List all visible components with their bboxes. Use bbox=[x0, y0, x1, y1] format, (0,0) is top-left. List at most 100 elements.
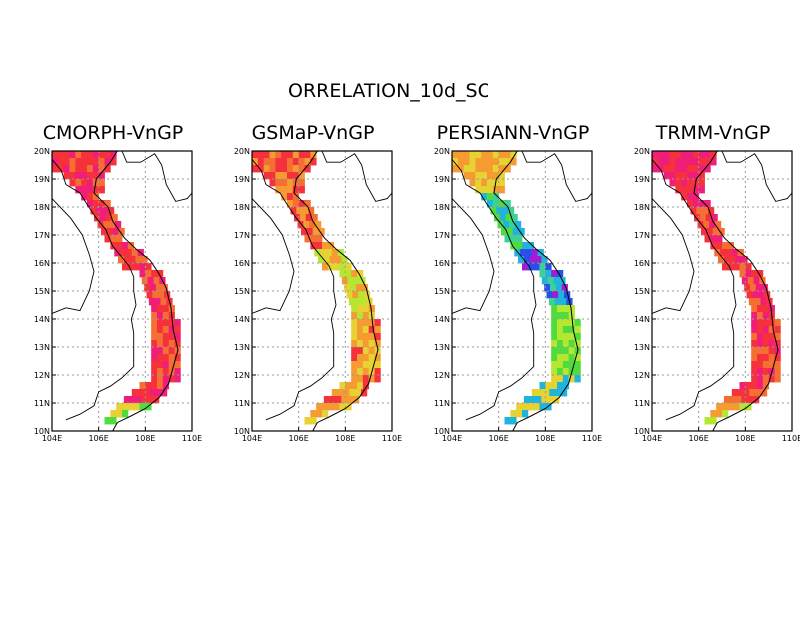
grid-cell bbox=[309, 221, 316, 229]
grid-cell bbox=[158, 291, 165, 299]
grid-cell bbox=[151, 368, 158, 376]
grid-cell bbox=[669, 158, 676, 166]
grid-cell bbox=[292, 158, 300, 166]
grid-cell bbox=[675, 165, 682, 173]
grid-cell bbox=[741, 277, 749, 285]
lat-tick-label: 17N bbox=[234, 231, 250, 240]
grid-cell bbox=[87, 165, 94, 173]
grid-cell bbox=[357, 354, 364, 362]
grid-cell bbox=[87, 158, 94, 166]
grid-cell bbox=[522, 242, 529, 250]
grid-cell bbox=[774, 340, 781, 348]
grid-cell bbox=[374, 326, 381, 334]
grid-cell bbox=[546, 291, 553, 299]
grid-cell bbox=[545, 382, 552, 390]
grid-cell bbox=[523, 396, 531, 404]
grid-cell bbox=[681, 179, 688, 187]
grid-cell bbox=[305, 214, 312, 222]
grid-cell bbox=[539, 263, 546, 271]
grid-cell bbox=[302, 207, 309, 215]
grid-cell bbox=[755, 284, 763, 292]
grid-cell bbox=[487, 158, 494, 166]
grid-cell bbox=[333, 403, 340, 411]
lat-tick-label: 15N bbox=[234, 287, 250, 296]
grid-cell bbox=[762, 368, 770, 376]
grid-cell bbox=[257, 158, 265, 166]
grid-cell bbox=[174, 368, 181, 376]
lat-tick-label: 13N bbox=[434, 343, 450, 352]
grid-cell bbox=[735, 396, 742, 404]
lat-tick-label: 13N bbox=[634, 343, 650, 352]
grid-cell bbox=[733, 263, 740, 271]
lat-tick-label: 20N bbox=[634, 147, 650, 156]
grid-cell bbox=[692, 165, 700, 173]
grid-cell bbox=[681, 165, 688, 173]
grid-cell bbox=[127, 242, 135, 250]
grid-cell bbox=[657, 165, 665, 173]
grid-cell bbox=[133, 403, 140, 411]
grid-cell bbox=[90, 207, 97, 215]
lat-tick-label: 14N bbox=[434, 315, 450, 324]
grid-cell bbox=[541, 277, 549, 285]
grid-cell bbox=[162, 382, 170, 390]
grid-cell bbox=[349, 389, 356, 397]
grid-cell bbox=[475, 151, 482, 159]
grid-cell bbox=[139, 270, 146, 278]
grid-cell bbox=[63, 158, 70, 166]
grid-cell bbox=[322, 403, 329, 411]
grid-cell bbox=[692, 200, 700, 208]
grid-cell bbox=[758, 291, 765, 299]
grid-cell bbox=[492, 151, 500, 159]
grid-cell bbox=[357, 361, 364, 369]
grid-cell bbox=[122, 242, 129, 250]
grid-cell bbox=[687, 151, 694, 159]
grid-cell bbox=[362, 382, 370, 390]
grid-cell bbox=[329, 396, 336, 404]
grid-cell bbox=[704, 417, 711, 425]
grid-cell bbox=[715, 221, 722, 229]
grid-cell bbox=[94, 214, 101, 222]
grid-cell bbox=[151, 326, 158, 334]
grid-cell bbox=[687, 172, 694, 180]
grid-cell bbox=[718, 256, 725, 264]
grid-cell bbox=[504, 417, 511, 425]
grid-cell bbox=[463, 151, 470, 159]
lat-tick-label: 20N bbox=[434, 147, 450, 156]
lat-tick-label: 11N bbox=[434, 399, 450, 408]
grid-cell bbox=[457, 165, 465, 173]
grid-cell bbox=[292, 193, 300, 201]
grid-cell bbox=[129, 256, 136, 264]
grid-cell bbox=[98, 158, 105, 166]
grid-cell bbox=[362, 326, 370, 334]
grid-cell bbox=[174, 354, 181, 362]
grid-cell bbox=[316, 242, 323, 250]
grid-cell bbox=[275, 186, 282, 194]
grid-cell bbox=[335, 396, 342, 404]
grid-cell bbox=[475, 186, 482, 194]
grid-cell bbox=[174, 333, 181, 341]
grid-cell bbox=[744, 284, 751, 292]
grid-cell bbox=[745, 263, 752, 271]
grid-cell bbox=[325, 249, 333, 257]
grid-cell bbox=[118, 256, 125, 264]
grid-cell bbox=[518, 228, 525, 236]
grid-cell bbox=[174, 340, 181, 348]
grid-cell bbox=[727, 263, 735, 271]
grid-cell bbox=[357, 305, 364, 313]
boundary-line bbox=[321, 150, 393, 202]
grid-cell bbox=[463, 158, 470, 166]
grid-cell bbox=[774, 319, 781, 327]
grid-cell bbox=[98, 179, 105, 187]
grid-cell bbox=[135, 396, 142, 404]
grid-cell bbox=[151, 333, 158, 341]
grid-cell bbox=[310, 410, 317, 418]
grid-cell bbox=[469, 172, 476, 180]
grid-cell bbox=[75, 165, 82, 173]
grid-cell bbox=[287, 151, 294, 159]
grid-cell bbox=[533, 403, 540, 411]
grid-cell bbox=[322, 242, 329, 250]
grid-cell bbox=[481, 151, 488, 159]
grid-cell bbox=[151, 347, 158, 355]
grid-cell bbox=[75, 151, 82, 159]
grid-cell bbox=[92, 186, 100, 194]
